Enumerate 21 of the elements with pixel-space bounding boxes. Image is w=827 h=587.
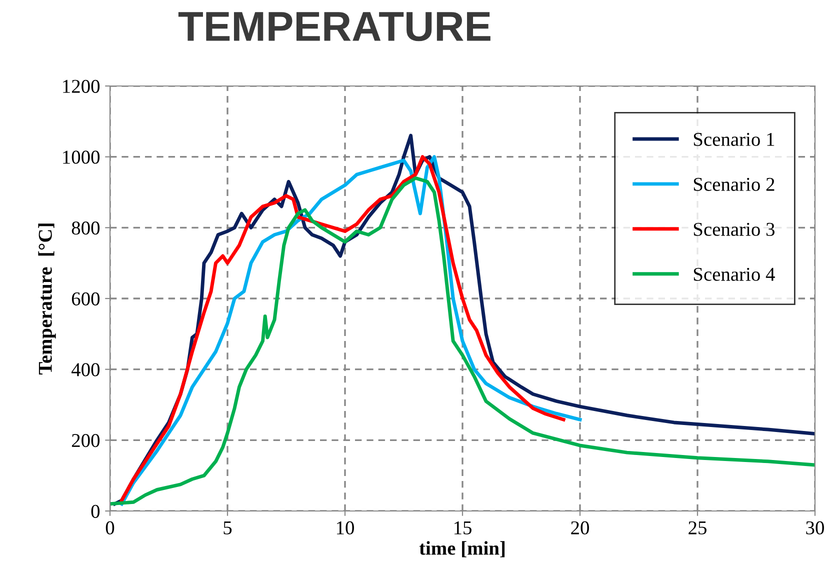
y-axis-title: Temperature [°C]	[38, 224, 56, 374]
legend-label: Scenario 1	[694, 132, 774, 146]
y-tick-label: 800	[72, 221, 100, 235]
x-tick-label: 5	[224, 521, 232, 534]
legend-label: Scenario 3	[694, 222, 774, 236]
y-tick-label: 600	[72, 292, 100, 306]
x-tick-label: 25	[688, 521, 706, 534]
y-tick-label: 400	[71, 363, 100, 376]
y-tick-label: 0	[91, 504, 100, 518]
x-tick-label: 20	[571, 521, 589, 534]
y-tick-label: 1200	[63, 80, 100, 93]
x-axis-title: time [min]	[419, 541, 505, 558]
y-tick-label: 1000	[63, 150, 100, 164]
x-tick-label: 0	[106, 521, 114, 534]
legend-label: Scenario 4	[694, 268, 775, 281]
x-tick-label: 15	[454, 521, 472, 534]
x-tick-label: 30	[806, 521, 824, 534]
y-tick-label: 200	[72, 434, 100, 448]
chart-title: TEMPERATURE	[178, 12, 490, 42]
legend-label: Scenario 2	[694, 178, 774, 191]
x-tick-label: 10	[336, 521, 354, 534]
